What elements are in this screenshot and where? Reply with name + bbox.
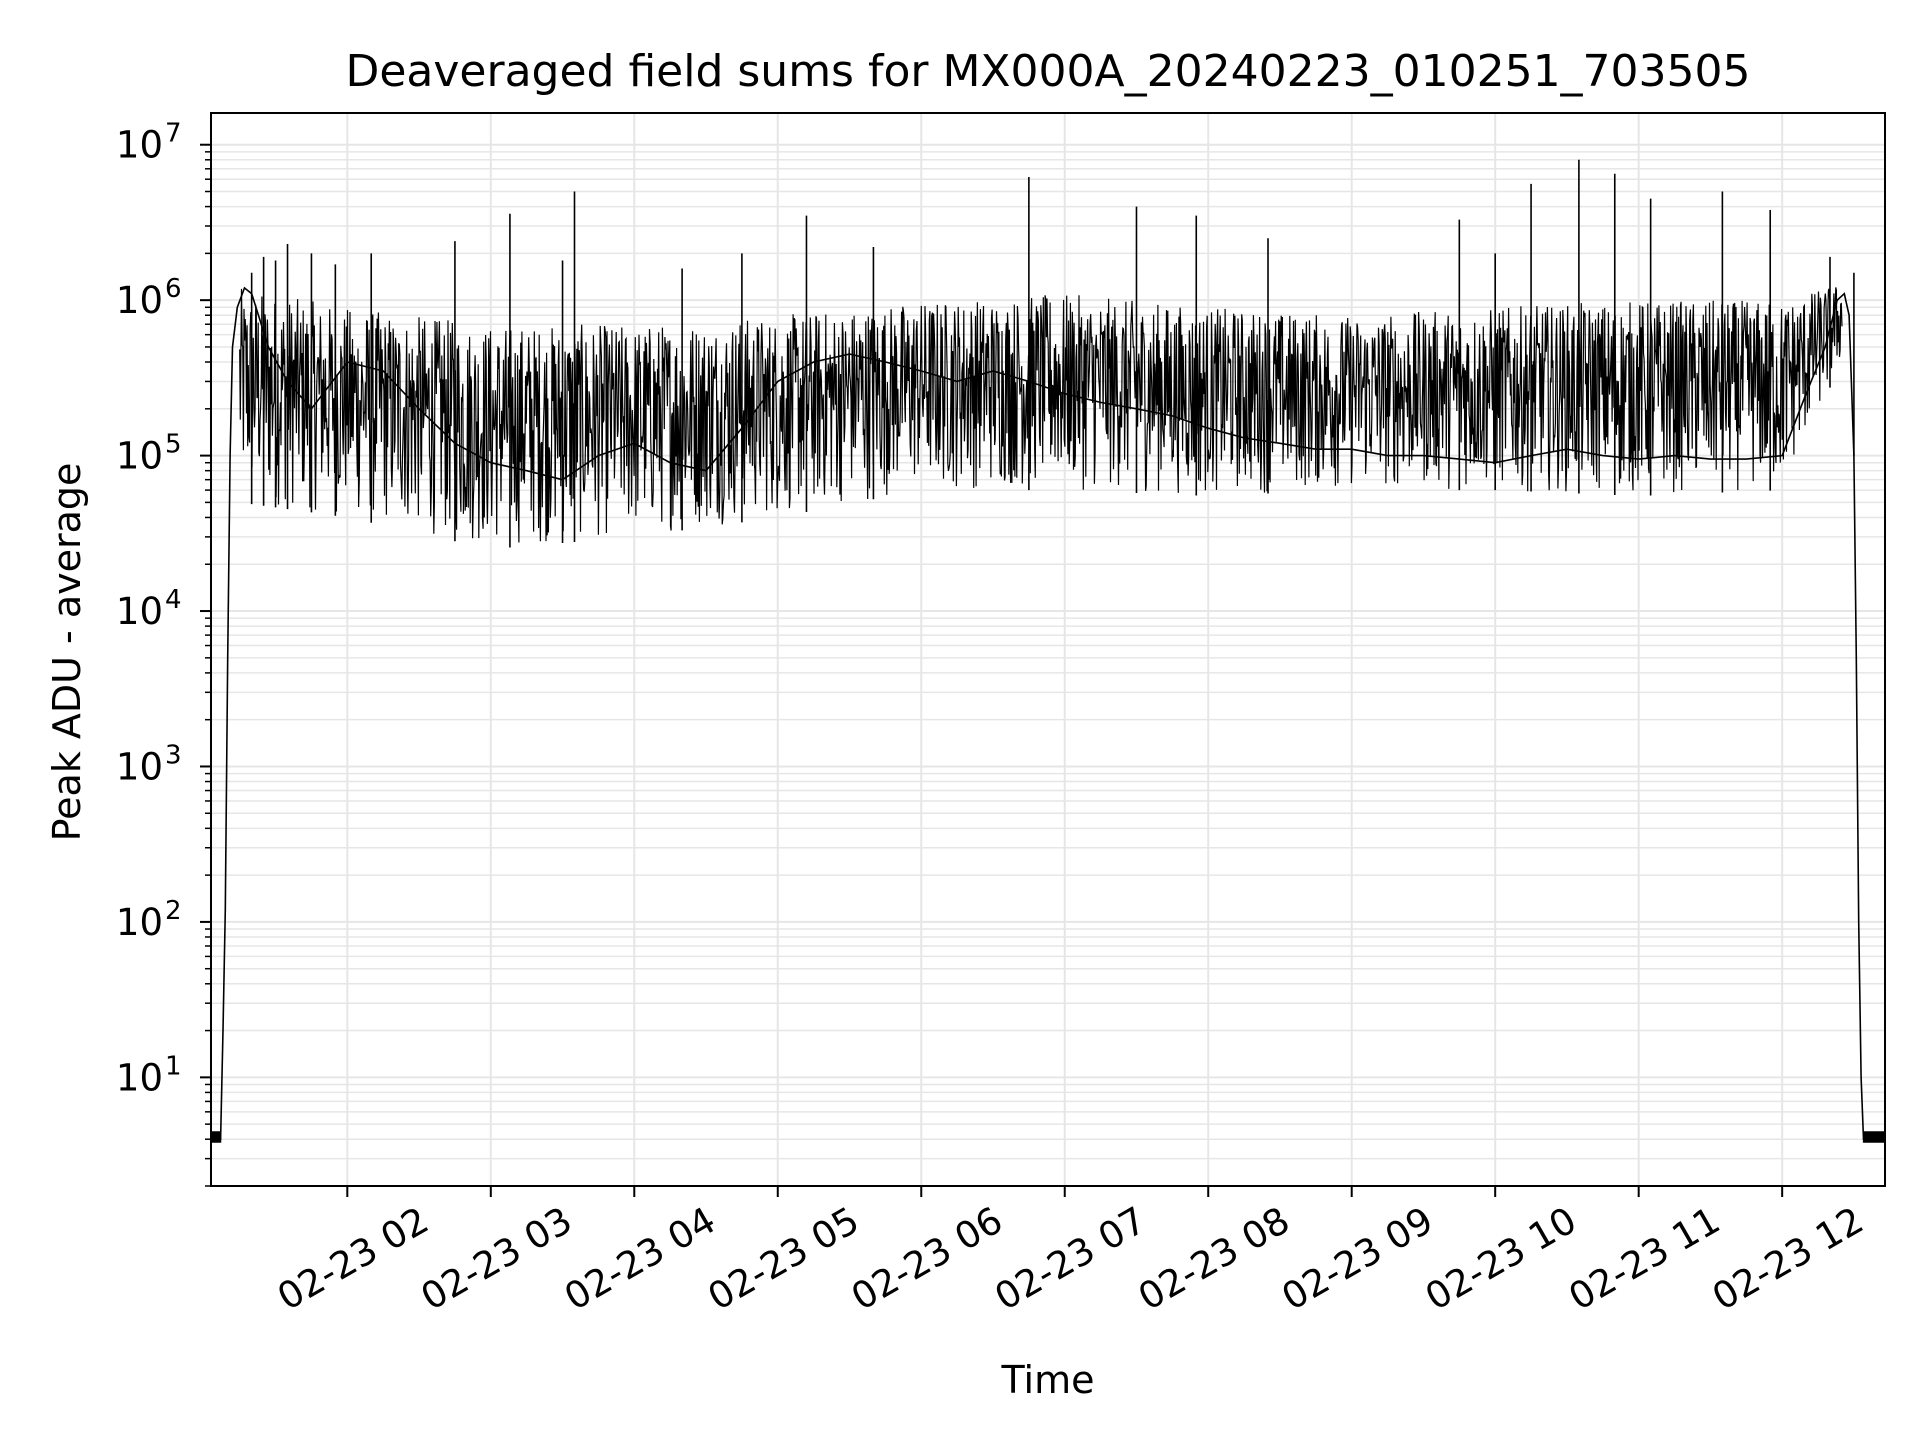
y-tick-exponent: 1 (165, 1051, 182, 1081)
x-tick-label: 02-23 11 (1562, 1199, 1728, 1319)
x-tick-label: 02-23 03 (414, 1199, 580, 1319)
x-tick-label: 02-23 02 (270, 1199, 436, 1319)
x-tick-label: 02-23 06 (844, 1199, 1010, 1319)
plot-frame (210, 112, 1886, 1187)
y-tick-exponent: 7 (165, 119, 182, 149)
y-tick-label: 10 (116, 901, 163, 944)
series-floor-trace (1862, 1131, 1886, 1143)
y-tick-exponent: 2 (165, 896, 182, 926)
x-tick-label: 02-23 09 (1275, 1199, 1441, 1319)
x-tick-label: 02-23 08 (1131, 1199, 1297, 1319)
y-tick-label: 10 (116, 745, 163, 788)
y-tick-label: 10 (116, 435, 163, 478)
y-axis-label: Peak ADU - average (45, 463, 89, 842)
y-tick-exponent: 5 (165, 430, 182, 460)
chart-title: Deaveraged field sums for MX000A_2024022… (345, 46, 1750, 97)
series-floor-trace (210, 1131, 222, 1143)
y-tick-label: 10 (116, 279, 163, 322)
x-tick-label: 02-23 05 (701, 1199, 867, 1319)
x-tick-label: 02-23 12 (1705, 1199, 1871, 1319)
x-tick-label: 02-23 07 (988, 1199, 1154, 1319)
y-tick-exponent: 3 (165, 740, 182, 770)
y-tick-label: 10 (116, 590, 163, 633)
y-tick-label: 10 (116, 124, 163, 167)
x-tick-label: 02-23 10 (1418, 1199, 1584, 1319)
x-axis-label: Time (1001, 1358, 1095, 1402)
grid-lines (211, 113, 1885, 1187)
y-tick-exponent: 6 (165, 274, 182, 304)
y-tick-label: 10 (116, 1056, 163, 1099)
series-noise-trace (239, 287, 1843, 543)
y-tick-exponent: 4 (165, 585, 182, 615)
x-tick-label: 02-23 04 (557, 1199, 723, 1319)
plot-area (210, 159, 1886, 1143)
